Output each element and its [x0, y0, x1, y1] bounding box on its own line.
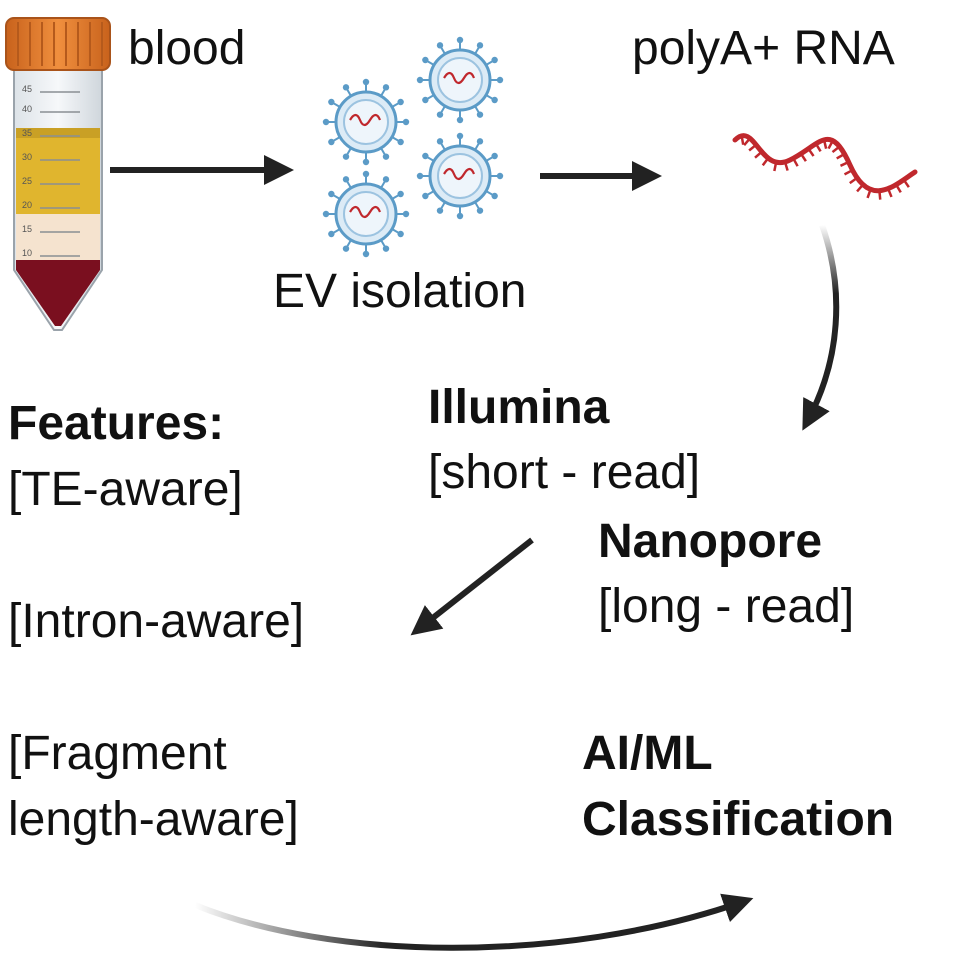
tube-scale-label: 25	[22, 176, 33, 186]
fragment-label-line2: length-aware]	[8, 793, 299, 846]
tube-scale-label: 35	[22, 128, 33, 138]
short-read-label: [short - read]	[428, 446, 701, 499]
vesicle-icon	[322, 78, 410, 166]
illumina-label: Illumina	[428, 381, 610, 434]
tube-scale-label: 15	[22, 224, 33, 234]
blood-label: blood	[128, 22, 246, 75]
intron-aware-label: [Intron-aware]	[8, 595, 305, 648]
te-aware-label: [TE-aware]	[8, 463, 243, 516]
arrow-features-to-classification	[193, 893, 754, 951]
aiml-label-line2: Classification	[582, 793, 895, 846]
tube-scale-label: 30	[22, 152, 33, 162]
tube-scale-label: 45	[22, 84, 33, 94]
tube-scale-label: 10	[22, 248, 33, 258]
fragment-label-line1: [Fragment	[8, 727, 227, 780]
arrow-rna-to-sequencing	[802, 224, 840, 431]
tube-scale-label: 40	[22, 104, 33, 114]
ev-isolation-label: EV isolation	[273, 265, 527, 318]
polya-rna-label: polyA+ RNA	[632, 22, 895, 75]
vesicle-icon	[416, 36, 504, 124]
aiml-label-line1: AI/ML	[582, 727, 713, 780]
arrow-sequencing-to-features	[410, 537, 534, 636]
tube-scale-label: 20	[22, 200, 33, 210]
long-read-label: [long - read]	[598, 580, 855, 633]
vesicle-icon	[322, 170, 410, 258]
vesicle-icon	[416, 132, 504, 220]
nanopore-label: Nanopore	[598, 515, 823, 568]
features-title: Features:	[8, 397, 225, 450]
